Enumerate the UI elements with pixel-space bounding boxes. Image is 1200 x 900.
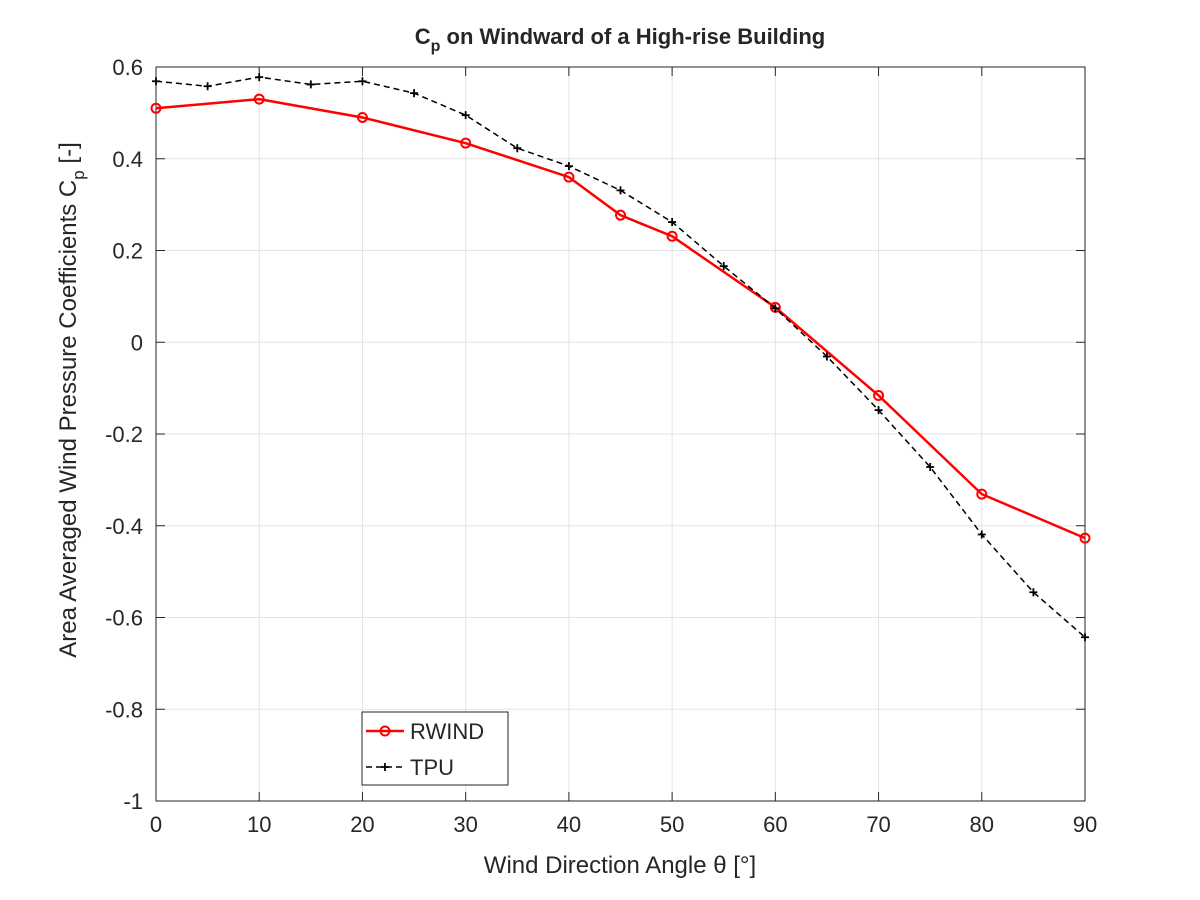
title-rest: on Windward of a High-rise Building <box>440 24 825 49</box>
data-point-tpu <box>1029 588 1038 597</box>
title-main: C <box>415 24 431 49</box>
x-tick-label: 90 <box>1073 812 1097 837</box>
data-point-rwind <box>356 111 368 123</box>
y-tick-label: 0 <box>131 330 143 355</box>
x-tick-label: 0 <box>150 812 162 837</box>
data-point-rwind <box>563 171 575 183</box>
x-tick-label: 30 <box>453 812 477 837</box>
y-tick-label: -0.8 <box>105 697 143 722</box>
x-axis-label: Wind Direction Angle θ [°] <box>484 852 756 879</box>
data-point-rwind <box>666 230 678 242</box>
series-line-tpu <box>155 76 1086 638</box>
legend-label-rwind: RWIND <box>410 719 484 744</box>
data-point-rwind <box>460 137 472 149</box>
data-point-tpu <box>306 80 315 89</box>
legend-marker-tpu <box>381 763 389 771</box>
data-point-tpu <box>616 186 625 195</box>
legend-label-tpu: TPU <box>410 755 454 780</box>
data-point-tpu <box>1081 633 1089 642</box>
data-point-tpu <box>874 406 883 415</box>
ylabel-rest: [-] <box>55 142 82 170</box>
data-point-tpu <box>822 352 831 361</box>
x-tick-label: 80 <box>970 812 994 837</box>
ylabel-main: Area Averaged Wind Pressure Coefficients… <box>55 180 82 658</box>
data-point-tpu <box>513 144 522 153</box>
title-sub: p <box>431 38 441 55</box>
legend: RWIND TPU <box>361 711 509 786</box>
y-tick-label: 0.6 <box>112 55 143 80</box>
data-point-tpu <box>358 77 367 86</box>
data-point-rwind <box>253 93 265 105</box>
data-point-tpu <box>668 218 677 227</box>
data-point-tpu <box>203 82 212 91</box>
y-tick-label: 0.4 <box>112 147 143 172</box>
y-tick-label: 0.2 <box>112 239 143 264</box>
ticks: 0 10 20 30 40 50 60 70 80 90 -1 -0.8 -0.6 -0.4 -0.2 0 0.… <box>105 55 1097 837</box>
x-tick-label: 50 <box>660 812 684 837</box>
data-point-tpu <box>977 530 986 539</box>
chart-title: Cp on Windward of a High-rise Building <box>415 24 825 55</box>
y-tick-label: -0.2 <box>105 422 143 447</box>
data-point-tpu <box>926 463 935 472</box>
ylabel-sub: p <box>69 170 88 179</box>
x-tick-label: 40 <box>557 812 581 837</box>
y-tick-label: -0.6 <box>105 606 143 631</box>
data-point-tpu <box>410 89 419 98</box>
data-point-tpu <box>152 77 160 86</box>
data-point-rwind <box>150 102 162 114</box>
data-point-tpu <box>461 111 470 120</box>
legend-box <box>361 711 509 786</box>
x-tick-label: 10 <box>247 812 271 837</box>
series-line-rwind <box>155 97 1086 540</box>
data-point-rwind <box>1079 532 1091 544</box>
data-point-rwind <box>615 209 626 221</box>
y-tick-label: -0.4 <box>105 514 143 539</box>
data-point-tpu <box>771 304 780 313</box>
y-tick-label: -1 <box>123 789 143 814</box>
x-tick-label: 70 <box>866 812 890 837</box>
data-point-tpu <box>564 162 573 171</box>
grid <box>155 66 1086 802</box>
data-point-rwind <box>873 389 885 401</box>
data-point-tpu <box>255 73 264 82</box>
data-point-tpu <box>719 262 728 271</box>
x-tick-label: 60 <box>763 812 787 837</box>
series-group <box>150 73 1091 642</box>
x-tick-label: 20 <box>350 812 374 837</box>
legend-marker-rwind <box>379 725 391 737</box>
y-axis-label: Area Averaged Wind Pressure Coefficients… <box>55 142 88 658</box>
data-point-rwind <box>976 488 988 500</box>
